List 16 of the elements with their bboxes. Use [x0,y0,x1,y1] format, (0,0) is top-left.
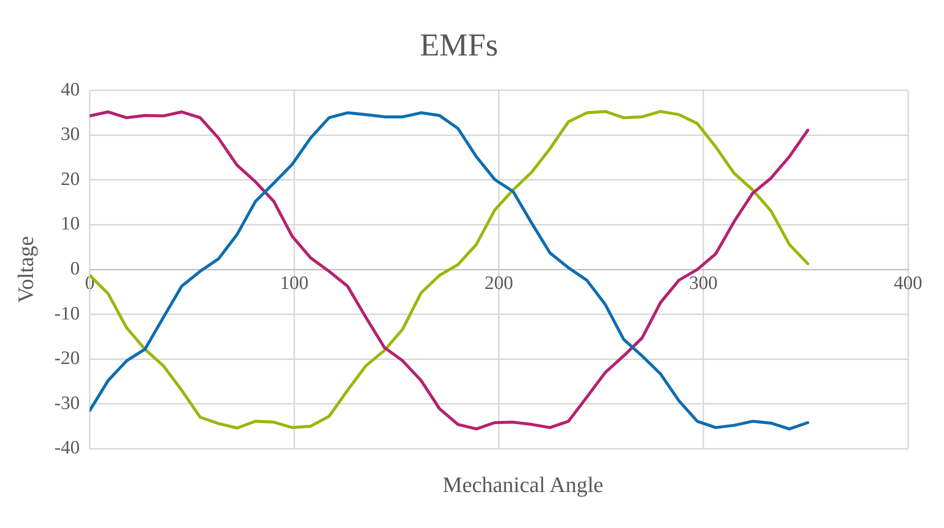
chart-title: EMFs [420,26,498,63]
x-tick-label: 100 [280,272,309,294]
x-tick-label: 200 [484,272,514,294]
y-tick-label: -10 [54,303,80,324]
y-tick-label: 10 [60,214,80,235]
y-tick-label: 40 [60,79,80,100]
x-axis-title: Mechanical Angle [442,472,604,498]
y-tick-label: 0 [70,258,80,280]
y-axis-title: Voltage [12,236,38,303]
x-tick-label: 300 [689,272,718,294]
x-tick-label: 400 [894,272,922,294]
y-tick-label: -20 [54,348,80,370]
y-tick-label: -40 [54,438,80,459]
y-tick-label: -30 [54,392,80,414]
y-tick-label: 20 [60,168,80,190]
y-tick-label: 30 [60,124,80,146]
